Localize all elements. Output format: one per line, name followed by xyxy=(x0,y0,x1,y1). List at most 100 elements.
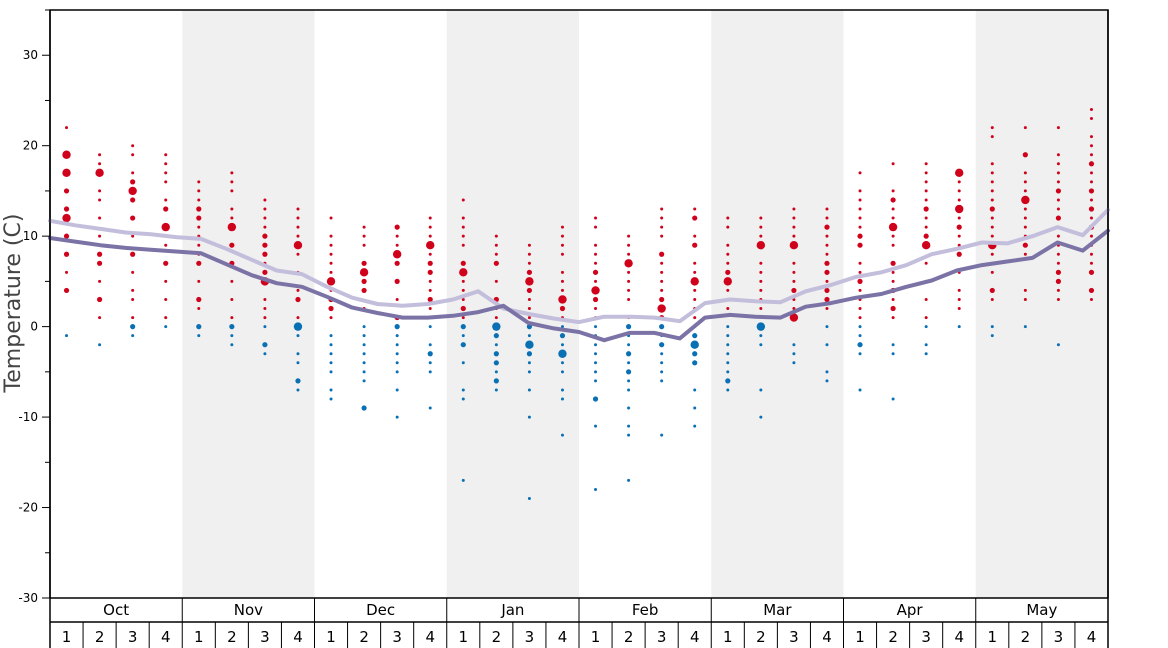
trend-lines xyxy=(48,207,1110,343)
warm-dot xyxy=(362,225,366,229)
cold-dot xyxy=(660,370,664,374)
warm-dot xyxy=(924,189,928,193)
warm-dot xyxy=(63,206,70,212)
warm-dot xyxy=(263,307,267,311)
warm-dot xyxy=(825,234,829,238)
cold-dot xyxy=(329,388,333,392)
warm-dot xyxy=(824,296,830,303)
warm-dot xyxy=(756,241,766,250)
warm-dot xyxy=(96,251,103,257)
week-label: 1 xyxy=(62,628,72,646)
warm-dot xyxy=(657,304,666,313)
warm-dot xyxy=(990,270,994,274)
cold-dot xyxy=(693,424,697,428)
cold-dot xyxy=(560,361,564,365)
warm-dot xyxy=(957,297,961,301)
warm-dot xyxy=(759,234,763,238)
warm-dot xyxy=(759,270,763,274)
week-label: 3 xyxy=(921,628,931,646)
warm-dot xyxy=(130,215,136,221)
cold-dot xyxy=(627,388,631,392)
y-tick-label: -10 xyxy=(18,410,38,424)
y-tick-label: -20 xyxy=(18,501,38,515)
warm-dot xyxy=(527,297,531,301)
warm-dot xyxy=(792,261,796,265)
warm-dot xyxy=(1056,126,1060,130)
warm-dot xyxy=(328,305,334,312)
cold-dot xyxy=(756,322,766,331)
warm-dot xyxy=(329,234,333,238)
warm-dot xyxy=(924,297,928,301)
cold-dot xyxy=(262,342,268,348)
warm-dot xyxy=(627,252,631,256)
cold-dot xyxy=(461,361,465,365)
week-label: 2 xyxy=(95,628,105,646)
month-label-dec: Dec xyxy=(366,601,395,619)
warm-dot xyxy=(164,153,168,157)
y-tick-label: 10 xyxy=(23,229,38,243)
cold-dot xyxy=(594,487,598,491)
warm-dot xyxy=(858,288,862,292)
warm-dot xyxy=(792,270,796,274)
warm-dot xyxy=(989,206,995,212)
warm-dot xyxy=(428,307,432,311)
y-axis-title: Temperature (C) xyxy=(1,214,26,394)
month-label-apr: Apr xyxy=(897,601,924,619)
cold-dot xyxy=(594,325,598,329)
warm-dot xyxy=(1056,180,1060,184)
warm-dot xyxy=(527,261,531,265)
warm-dot xyxy=(65,126,69,130)
warm-dot xyxy=(825,207,829,211)
warm-dot xyxy=(726,243,730,247)
warm-dot xyxy=(461,216,465,220)
warm-dot xyxy=(594,216,598,220)
warm-dot xyxy=(262,251,268,257)
warm-dot xyxy=(428,252,432,256)
warm-dot xyxy=(461,234,465,238)
week-label: 2 xyxy=(756,628,766,646)
warm-dot xyxy=(527,243,531,247)
cold-dot xyxy=(560,433,564,437)
warm-dot xyxy=(726,225,730,229)
warm-dot xyxy=(163,206,169,212)
warm-dot xyxy=(1022,242,1028,248)
warm-dot xyxy=(592,269,599,275)
warm-dot xyxy=(659,296,665,303)
warm-dot xyxy=(428,288,432,292)
warm-dot xyxy=(759,225,763,229)
warm-dot xyxy=(924,216,928,220)
week-label: 1 xyxy=(723,628,733,646)
cold-dot xyxy=(293,322,303,331)
warm-dot xyxy=(891,279,895,283)
week-label: 4 xyxy=(822,628,832,646)
warm-dot xyxy=(1089,261,1093,265)
warm-dot xyxy=(759,288,763,292)
warm-dot xyxy=(792,234,796,238)
warm-dot xyxy=(825,279,829,283)
warm-dot xyxy=(891,270,895,274)
cold-dot xyxy=(693,406,697,410)
warm-dot xyxy=(98,216,102,220)
warm-dot xyxy=(1055,269,1062,275)
warm-dot xyxy=(98,316,102,320)
warm-dot xyxy=(660,207,664,211)
warm-dot xyxy=(660,288,664,292)
warm-dot xyxy=(527,316,531,320)
warm-dot xyxy=(693,207,697,211)
warm-dot xyxy=(1089,180,1093,184)
cold-dot xyxy=(594,361,598,365)
warm-dot xyxy=(461,288,465,292)
cold-dot xyxy=(924,352,928,356)
warm-dot xyxy=(427,260,433,266)
cold-dot xyxy=(625,351,632,357)
warm-dot xyxy=(627,279,631,283)
cold-dot xyxy=(362,370,366,374)
warm-dot xyxy=(461,316,465,320)
cold-dot xyxy=(726,343,730,347)
warm-dot xyxy=(1023,126,1027,130)
warm-dot xyxy=(890,305,896,312)
cold-dot xyxy=(660,433,664,437)
warm-dot xyxy=(627,243,631,247)
cold-dot xyxy=(560,343,564,347)
cold-dot xyxy=(858,325,862,329)
